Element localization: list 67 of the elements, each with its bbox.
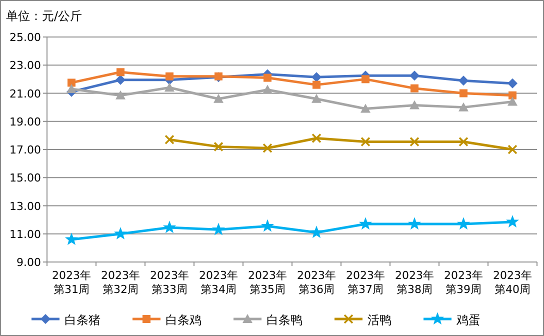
point [262, 84, 272, 94]
point [506, 216, 519, 228]
point [65, 233, 78, 245]
point [508, 96, 518, 106]
x-tick-label: 2023年第36周 [297, 269, 336, 296]
point [163, 221, 176, 233]
x-tick-label: 2023年第39周 [444, 269, 483, 296]
legend-label: 白条猪 [64, 313, 100, 327]
point [116, 90, 126, 100]
point [458, 102, 468, 112]
x-tick-label: 2023年第34周 [199, 269, 238, 296]
point [458, 76, 468, 86]
point [116, 68, 124, 76]
point [410, 100, 420, 110]
y-tick-label: 19.00 [10, 115, 41, 128]
point [460, 89, 468, 98]
x-tick-label: 2023年第38周 [395, 269, 434, 296]
x-tick-label: 2023年第35周 [248, 269, 287, 296]
point [360, 104, 370, 113]
point [408, 218, 421, 230]
y-tick-label: 13.00 [10, 200, 41, 213]
point [164, 134, 174, 145]
point [410, 70, 420, 81]
point [508, 144, 518, 154]
point [457, 218, 470, 230]
point [264, 74, 272, 82]
point [362, 75, 370, 84]
y-tick-label: 21.00 [10, 87, 41, 100]
point [164, 82, 174, 92]
point [214, 142, 224, 152]
point [166, 72, 174, 80]
point [68, 78, 76, 87]
point [360, 136, 370, 147]
point [312, 133, 322, 144]
y-tick-label: 25.00 [10, 31, 41, 44]
point [508, 91, 516, 100]
x-tick-label: 2023年第33周 [150, 269, 189, 296]
point [262, 143, 272, 153]
x-tick-label: 2023年第37周 [346, 269, 385, 296]
point [312, 94, 322, 103]
point [310, 226, 323, 238]
point [212, 223, 225, 235]
point [261, 220, 274, 232]
point [458, 136, 468, 147]
point [312, 80, 320, 89]
x-tick-label: 2023年第31周 [52, 269, 91, 296]
point [410, 136, 420, 147]
point [410, 84, 418, 92]
point [214, 94, 224, 103]
y-tick-label: 17.00 [10, 144, 41, 156]
point [116, 74, 126, 85]
point [508, 78, 518, 88]
y-tick-label: 23.00 [10, 59, 41, 72]
y-tick-label: 11.00 [10, 228, 41, 241]
legend-label: 鸡蛋 [456, 313, 480, 327]
point [114, 228, 127, 240]
x-tick-label: 2023年第32周 [101, 269, 140, 296]
y-tick-label: 15.00 [10, 172, 41, 185]
point [359, 218, 372, 230]
point [312, 72, 322, 82]
legend-label: 白条鸡 [166, 313, 202, 327]
y-tick-label: 9.00 [16, 256, 41, 269]
legend-label: 白条鸭 [266, 313, 302, 327]
y-axis-title: 单位：元/公斤 [6, 9, 82, 23]
legend-label: 活鸭 [368, 313, 392, 327]
point [66, 84, 76, 94]
x-tick-label: 2023年第40周 [493, 269, 532, 296]
